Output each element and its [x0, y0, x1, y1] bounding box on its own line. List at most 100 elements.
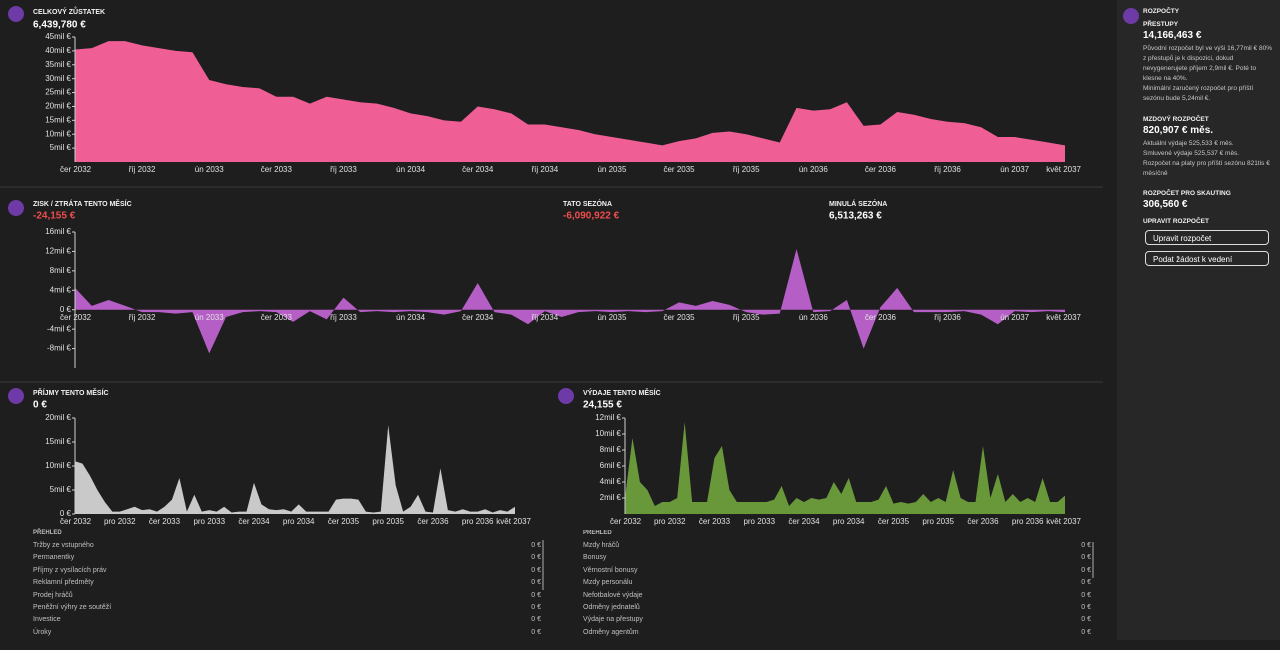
row-label: Nefotbalové výdaje [583, 591, 643, 599]
icon [8, 200, 24, 216]
note: Aktuální výdaje 525,533 € měs. [1143, 140, 1234, 147]
icon [8, 6, 24, 22]
x-tick-label: čer 2032 [60, 165, 92, 174]
overview-row: Odměny jednatelů 0 € [583, 604, 1091, 616]
row-value: 0 € [531, 591, 541, 599]
row-label: Věrnostní bonusy [583, 566, 638, 574]
row-value: 0 € [531, 566, 541, 574]
row-label: Bonusy [583, 554, 607, 562]
charts: CELKOVÝ ZŮSTATEK 6,439,780 € ZISK / ZTRÁ… [0, 6, 1103, 526]
icon [8, 388, 24, 404]
scrollbar[interactable] [542, 540, 544, 590]
y-tick-label: 5mil € [50, 485, 72, 494]
row-label: Mzdy personálu [583, 579, 633, 587]
x-tick-label: čer 2034 [238, 517, 270, 526]
x-tick-label: říj 2035 [733, 313, 760, 322]
y-tick-label: 40mil € [45, 46, 71, 55]
overview-title: PŘEHLED [33, 530, 62, 536]
icon [558, 388, 574, 404]
y-tick-label: 15mil € [45, 115, 71, 124]
stat-value: 6,513,263 € [829, 211, 882, 222]
note: Původní rozpočet byl ve výši 16,77mil € … [1143, 45, 1272, 82]
overview-row: Permanentky 0 € [33, 554, 541, 566]
headline: -24,155 € [33, 211, 76, 222]
x-tick-label: pro 2034 [283, 517, 315, 526]
row-label: Mzdy hráčů [583, 542, 620, 549]
x-tick-label: pro 2034 [833, 517, 865, 526]
overview-row: Investice 0 € [33, 616, 541, 628]
x-tick-label: čer 2034 [462, 165, 494, 174]
overview-row: Mzdy hráčů 0 € [583, 542, 1091, 554]
scrollbar[interactable] [1092, 542, 1094, 578]
y-tick-label: 2mil € [600, 493, 622, 502]
row-value: 0 € [1081, 628, 1091, 636]
x-tick-label: pro 2035 [922, 517, 954, 526]
row-label: Úroky [33, 628, 52, 636]
button[interactable]: Upravit rozpočet [1145, 230, 1269, 245]
x-tick-label: ún 2037 [1000, 313, 1029, 322]
x-tick-label: ún 2036 [799, 165, 828, 174]
overview-row: Mzdy personálu 0 € [583, 579, 1091, 591]
row-value: 0 € [1081, 603, 1091, 611]
x-tick-label: říj 2034 [531, 313, 558, 322]
x-tick-label: ún 2037 [1000, 165, 1029, 174]
x-tick-label: pro 2036 [1012, 517, 1044, 526]
row-label: Reklamní předměty [33, 579, 94, 587]
overview-row: Výdaje na přestupy 0 € [583, 616, 1091, 628]
button[interactable]: Podat žádost k vedení [1145, 251, 1269, 266]
row-value: 0 € [531, 628, 541, 636]
y-tick-label: 0 € [60, 305, 72, 314]
x-tick-label: čer 2036 [865, 165, 897, 174]
overview-row: Prodej hráčů 0 € [33, 592, 541, 604]
x-tick-label: čer 2034 [788, 517, 820, 526]
overview-row: Věrnostní bonusy 0 € [583, 567, 1091, 579]
overview-row: Bonusy 0 € [583, 554, 1091, 566]
row-value: 0 € [1081, 554, 1091, 562]
wages: MZDOVÝ ROZPOČET 820,907 € měs. Aktuální … [1143, 116, 1273, 179]
row-label: Příjmy z vysílacích práv [33, 566, 107, 574]
x-tick-label: čer 2032 [60, 517, 92, 526]
label: ROZPOČET PRO SKAUTING [1143, 190, 1231, 197]
area [75, 41, 1065, 162]
stat-value: -6,090,922 € [563, 211, 620, 222]
x-tick-label: říj 2033 [330, 165, 357, 174]
overview-row: Peněžní výhry ze soutěží 0 € [33, 604, 541, 616]
x-tick-label: ún 2033 [195, 165, 224, 174]
y-tick-label: 16mil € [45, 227, 71, 236]
y-tick-label: 10mil € [45, 129, 71, 138]
x-tick-label: čer 2035 [663, 313, 695, 322]
x-tick-label: čer 2035 [328, 517, 360, 526]
x-tick-label: říj 2032 [129, 313, 156, 322]
headline: 6,439,780 € [33, 20, 86, 31]
expense-overview: PŘEHLED Mzdy hráčů 0 € Bonusy 0 € Věrnostní … [583, 530, 1091, 636]
x-tick-label: pro 2033 [193, 517, 225, 526]
row-value: 0 € [1081, 579, 1091, 587]
income-overview: PŘEHLED Tržby ze vstupného 0 € Permanentky… [33, 530, 541, 641]
overview-row: Odměny agentům 0 € [583, 629, 1091, 636]
x-tick-label: čer 2033 [261, 313, 293, 322]
x-tick-label: čer 2033 [699, 517, 731, 526]
transfers: PŘESTUPY 14,166,463 € Původní rozpočet b… [1143, 21, 1273, 104]
x-tick-label: pro 2033 [743, 517, 775, 526]
x-tick-label: ún 2033 [195, 313, 224, 322]
row-value: 0 € [1081, 566, 1091, 574]
x-tick-label: čer 2036 [865, 313, 897, 322]
row-label: Peněžní výhry ze soutěží [33, 603, 112, 611]
overview-title: PŘEHLED [583, 530, 612, 536]
x-tick-label: květ 2037 [496, 517, 531, 526]
y-tick-label: 20mil € [45, 102, 71, 111]
stat-label: MINULÁ SEZÓNA [829, 199, 887, 208]
value: 14,166,463 € [1143, 30, 1202, 41]
row-value: 0 € [1081, 542, 1091, 549]
x-tick-label: pro 2035 [372, 517, 404, 526]
x-tick-label: ún 2035 [597, 165, 626, 174]
row-value: 0 € [531, 603, 541, 611]
y-tick-label: 15mil € [45, 437, 71, 446]
x-tick-label: říj 2035 [733, 165, 760, 174]
y-tick-label: -4mil € [47, 324, 72, 333]
chart-title: PŘÍJMY TENTO MĚSÍC [33, 388, 109, 397]
chart-title: ZISK / ZTRÁTA TENTO MĚSÍC [33, 199, 132, 208]
sidebar-title: ROZPOČTY [1143, 8, 1180, 15]
row-label: Prodej hráčů [33, 591, 73, 599]
